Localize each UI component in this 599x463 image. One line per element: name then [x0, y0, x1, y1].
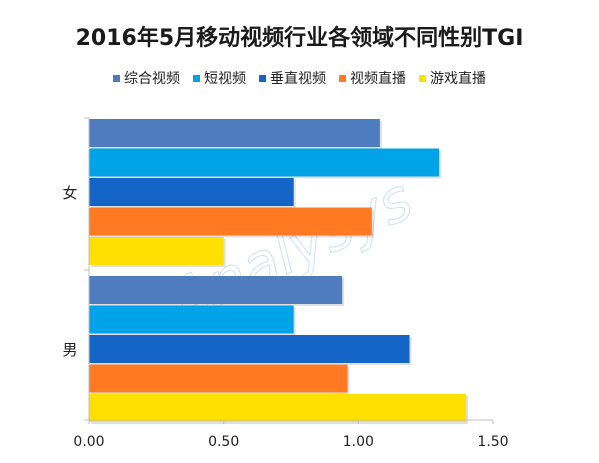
legend-label: 短视频: [204, 71, 246, 87]
bar: [89, 207, 372, 236]
legend-label: 视频直播: [350, 71, 406, 87]
x-tick-label: 1.00: [343, 434, 374, 450]
legend-swatch: [339, 74, 346, 82]
category-label: 女: [62, 184, 77, 202]
legend-item: 游戏直播: [419, 68, 486, 88]
legend-item: 短视频: [193, 68, 246, 88]
x-tick-label: 1.50: [477, 434, 508, 450]
legend-swatch: [113, 74, 120, 82]
bar: [89, 119, 380, 147]
category-label: 男: [62, 341, 77, 359]
legend-label: 综合视频: [124, 71, 180, 87]
legend-swatch: [259, 74, 266, 82]
legend: 综合视频 短视频 垂直视频 视频直播 游戏直播: [0, 68, 599, 88]
bar: [89, 335, 410, 363]
legend-item: 垂直视频: [259, 68, 326, 88]
x-tick-label: 0.50: [208, 434, 239, 450]
bar: [89, 305, 294, 334]
bar: [89, 178, 294, 206]
x-tick-label: 0.00: [73, 434, 104, 450]
legend-item: 综合视频: [113, 68, 180, 88]
bar: [89, 276, 343, 304]
legend-label: 垂直视频: [270, 71, 326, 87]
legend-swatch: [419, 74, 426, 82]
legend-swatch: [193, 74, 200, 82]
chart-title: 2016年5月移动视频行业各领域不同性别TGI: [75, 26, 524, 51]
legend-item: 视频直播: [339, 68, 406, 88]
legend-label: 游戏直播: [430, 71, 486, 87]
bar: [89, 237, 224, 265]
bar: [89, 394, 467, 422]
bar: [89, 148, 440, 177]
bar: [89, 364, 348, 393]
